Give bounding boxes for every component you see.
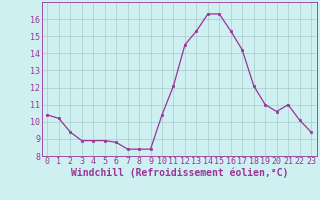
X-axis label: Windchill (Refroidissement éolien,°C): Windchill (Refroidissement éolien,°C) xyxy=(70,168,288,178)
